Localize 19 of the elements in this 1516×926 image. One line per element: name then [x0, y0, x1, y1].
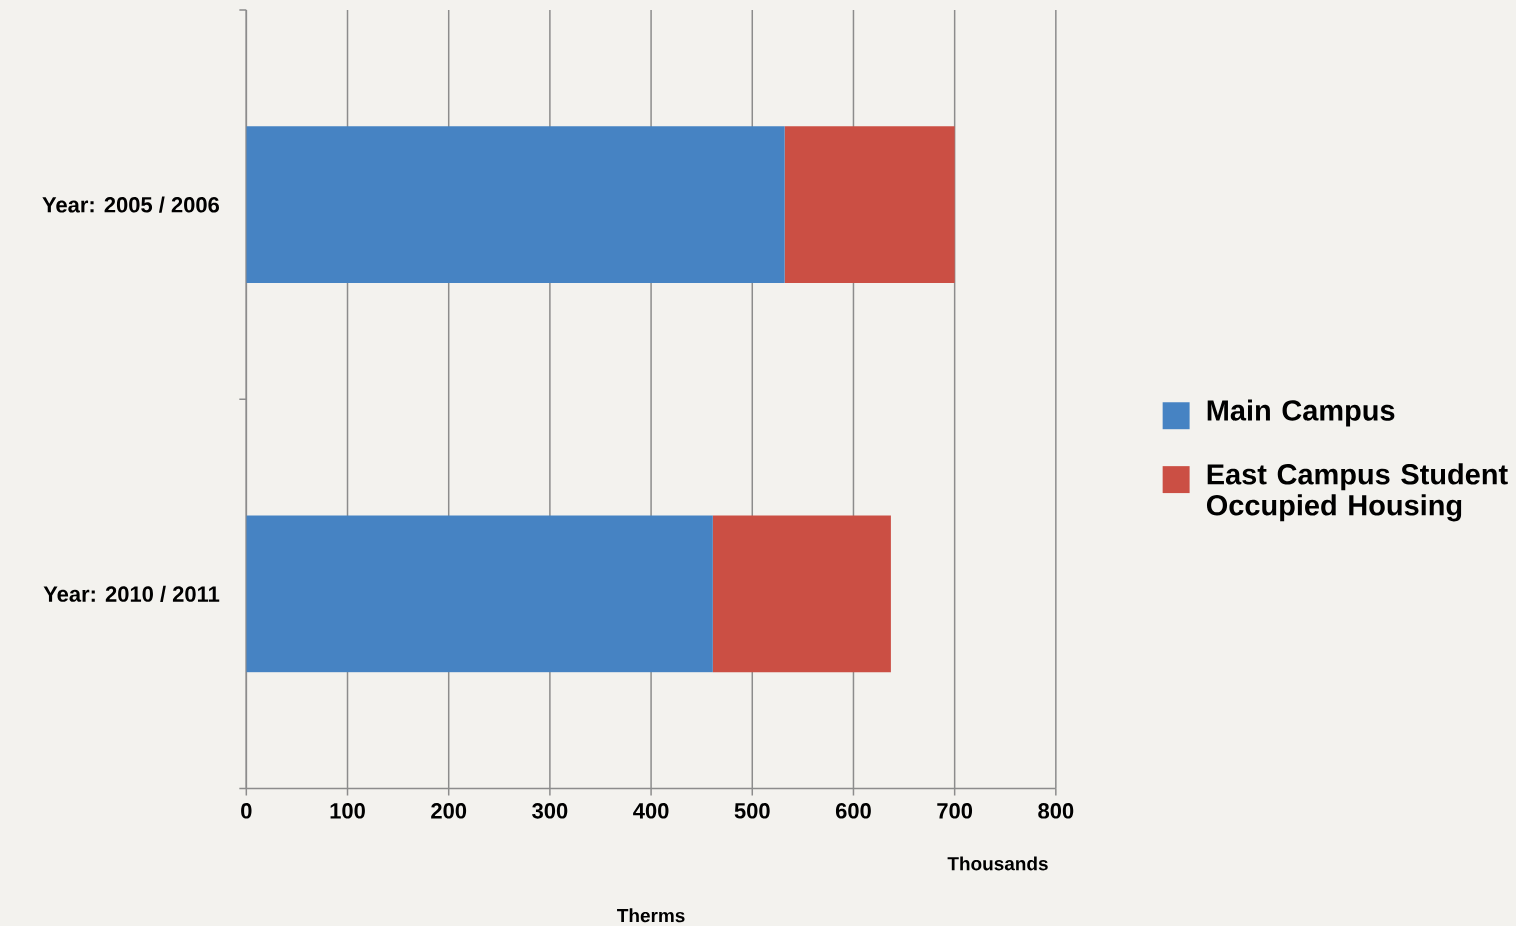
- text: Thousands: [947, 856, 1048, 871]
- bar: [246, 515, 713, 673]
- x-tick-label: 200: [431, 802, 467, 819]
- x-axis-title: Therms: [617, 908, 685, 923]
- x-tick-label: 600: [835, 802, 871, 819]
- x-tick-label: 800: [1038, 802, 1074, 819]
- bar: [712, 515, 891, 673]
- bar: [246, 126, 785, 283]
- bar: [784, 126, 955, 283]
- x-tick-label: 0: [241, 802, 252, 819]
- legend-label: East Campus Student Occupied Housing: [1206, 463, 1508, 522]
- legend-label: Main Campus: [1207, 399, 1395, 427]
- x-tick-label: 400: [633, 802, 669, 819]
- y-tick-label: Year: 2010 / 2011: [43, 585, 220, 602]
- x-tick-label: 300: [532, 802, 568, 819]
- x-tick-label: 500: [734, 802, 770, 819]
- x-tick-label: 700: [937, 802, 973, 819]
- y-tick-label: Year: 2005 / 2006: [42, 196, 219, 213]
- x-tick-label: 100: [330, 802, 365, 819]
